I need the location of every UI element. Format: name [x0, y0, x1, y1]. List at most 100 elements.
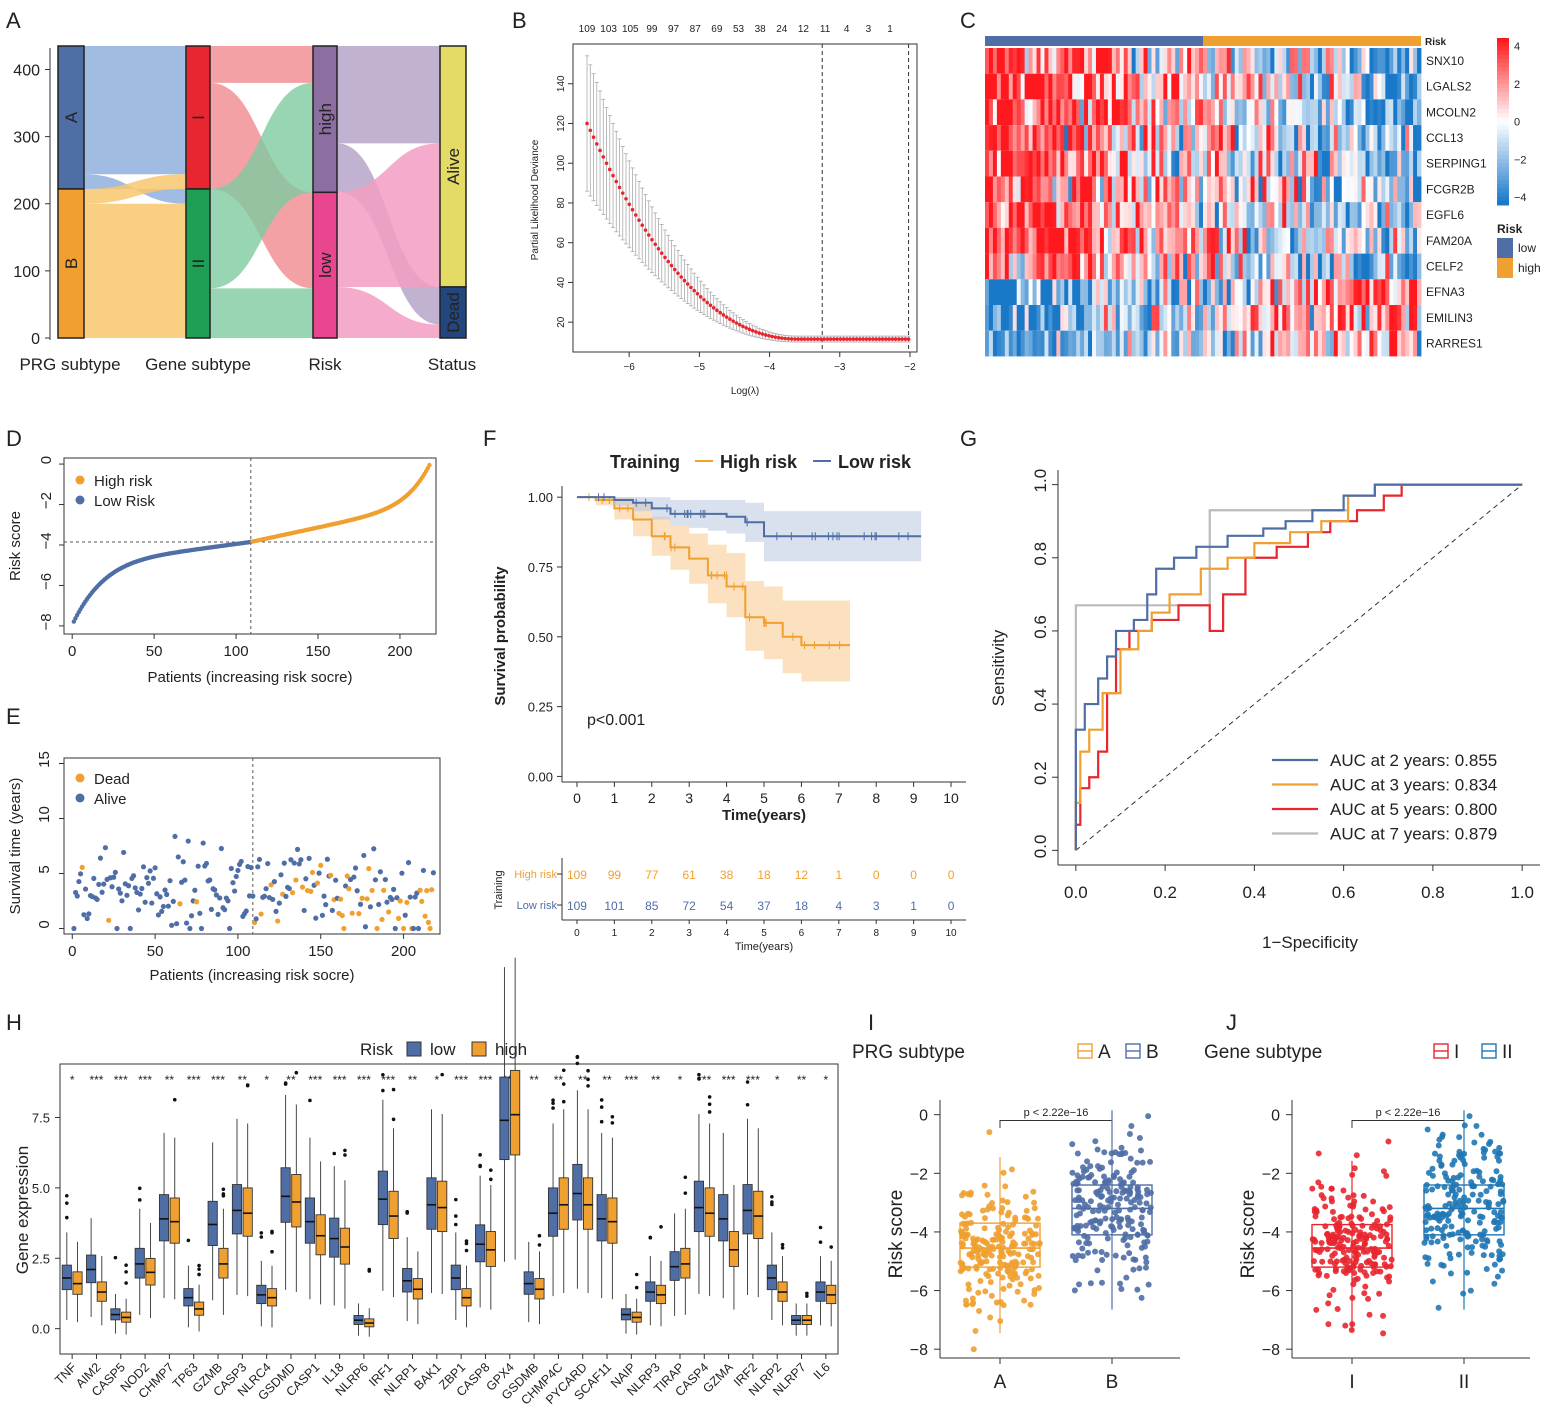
heatmap-cell [1238, 227, 1244, 254]
heatmap-cell [988, 176, 994, 203]
heatmap-cell [1353, 253, 1358, 280]
heatmap-cell [1413, 253, 1418, 280]
heatmap-cell [1409, 48, 1414, 74]
heatmap-cell [1246, 99, 1251, 126]
jitter-point [1318, 1192, 1325, 1199]
heatmap-cell [1123, 330, 1129, 357]
heatmap-cell [1238, 125, 1244, 151]
gene-tick-label: IL6 [811, 1360, 833, 1382]
alive-point [303, 876, 309, 882]
jitter-point [1102, 1215, 1109, 1222]
heatmap-cell [1282, 176, 1287, 203]
heatmap-cell [1385, 305, 1390, 331]
heatmap-cell [1306, 48, 1311, 74]
heatmap-cell [1072, 279, 1077, 305]
heatmap-cell [1016, 227, 1022, 254]
axis-label-risk: Risk [308, 355, 342, 374]
heatmap-cell [1163, 305, 1168, 331]
heatmap-cell [1028, 279, 1033, 305]
jitter-point [1095, 1207, 1102, 1214]
heatmap-cell [1155, 330, 1160, 357]
heatmap-cell [1361, 279, 1366, 305]
risk-annotation-bar [985, 36, 1421, 46]
heatmap-cell [1401, 48, 1406, 74]
heatmap-cell [1302, 73, 1307, 100]
sankey-flow [210, 46, 313, 83]
heatmap-cell [1230, 48, 1236, 74]
heatmap-cell [1373, 330, 1378, 357]
jitter-point [1315, 1179, 1322, 1186]
heatmap-cell [1092, 99, 1097, 126]
x-axis-title: Patients (increasing risk socre) [147, 669, 352, 686]
heatmap-cell [1099, 227, 1105, 254]
heatmap-cell [996, 99, 1002, 126]
jitter-point [1004, 1268, 1011, 1275]
alive-point [74, 893, 80, 899]
heatmap-cell [1369, 253, 1374, 280]
jitter-point [1428, 1239, 1435, 1246]
heatmap-cell [1163, 48, 1168, 74]
jitter-point [1380, 1208, 1387, 1215]
significance-mark: ** [165, 1073, 175, 1087]
heatmap-cell [1119, 305, 1125, 331]
heatmap-cell [1016, 48, 1022, 74]
dead-point [424, 888, 430, 894]
box-low [596, 1194, 607, 1242]
alive-point [94, 896, 100, 903]
heatmap-cell [1020, 330, 1026, 357]
heatmap-cell [1195, 73, 1200, 100]
heatmap-cell [1290, 279, 1295, 305]
heatmap-cell [1302, 150, 1307, 177]
heatmap-cell [988, 305, 994, 331]
heatmap-cell [1250, 48, 1255, 74]
heatmap-cell [1254, 227, 1259, 254]
deviance-point [692, 288, 697, 293]
heatmap-cell [1341, 176, 1347, 203]
dead-point [289, 890, 296, 896]
heatmap-cell [1361, 176, 1366, 203]
jitter-point [1363, 1235, 1370, 1242]
scale-step [1497, 179, 1509, 185]
heatmap-cell [988, 253, 994, 280]
heatmap-cell [1369, 176, 1374, 203]
deviance-point [861, 337, 865, 341]
dead-point [314, 880, 321, 886]
jitter-point [1074, 1225, 1081, 1232]
outlier [610, 1114, 615, 1119]
jitter-point [1451, 1194, 1458, 1201]
heatmap-cell [1417, 279, 1422, 305]
heatmap-cell [1123, 73, 1129, 100]
heatmap-cell [1341, 305, 1347, 331]
heatmap-cell [1369, 330, 1374, 357]
heatmap-cell [1056, 227, 1061, 254]
x-axis-title: Patients (increasing risk socre) [149, 967, 354, 984]
heatmap-cell [1230, 330, 1236, 357]
heatmap-cell [1317, 48, 1323, 74]
table-x-tick-label: 4 [724, 928, 730, 939]
heatmap-cell [1385, 48, 1390, 74]
panel-g-roc: 0.0 0.2 0.4 0.6 0.8 1.00.00.20.40.60.81.0 AUC… [989, 469, 1540, 952]
x-tick-label: 10 [943, 790, 959, 806]
heatmap-cell [1171, 125, 1176, 151]
heatmap-cell [1012, 125, 1018, 151]
jitter-point [1101, 1207, 1108, 1214]
heatmap-cell [1290, 150, 1295, 177]
heatmap-cell [1143, 227, 1148, 254]
deviance-point [676, 271, 680, 276]
heatmap-cell [1163, 150, 1168, 177]
heatmap-cell [1286, 176, 1291, 203]
alive-point [410, 925, 417, 932]
boxes: p < 2.22e−16 [957, 1107, 1154, 1353]
alive-point [203, 860, 210, 867]
jitter-point [1429, 1186, 1436, 1193]
alive-point [352, 865, 359, 871]
roc-curves [1074, 483, 1523, 851]
heatmap-cell [1171, 176, 1176, 203]
heatmap-cell [1127, 202, 1133, 228]
heatmap-cell [1040, 227, 1045, 254]
heatmap-cell [1191, 202, 1196, 228]
heatmap-cell [1024, 73, 1029, 100]
scale-step [1497, 200, 1509, 206]
heatmap-cell [1337, 253, 1343, 280]
outlier [599, 1098, 604, 1102]
